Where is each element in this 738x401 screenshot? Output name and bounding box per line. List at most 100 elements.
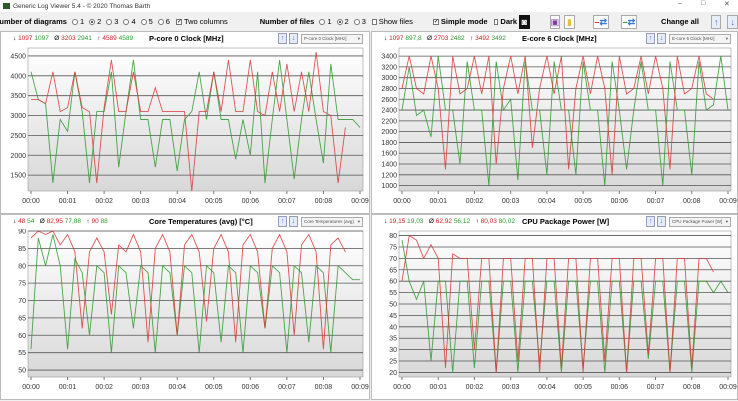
max-file2: 4589 <box>118 35 134 42</box>
save-button[interactable]: ▣ <box>549 14 561 29</box>
x-tick-label: 00:06 <box>611 198 629 205</box>
x-tick-label: 00:06 <box>242 384 260 391</box>
panel-select-value: Core Temperatures (avg) <box>304 219 354 224</box>
simple-mode-checkbox[interactable]: ✓ <box>432 18 439 25</box>
diagrams-radio-5[interactable] <box>140 19 147 25</box>
x-tick-label: 00:00 <box>22 384 40 391</box>
minimize-button[interactable]: – <box>678 0 682 7</box>
avg-file1: 3203 <box>61 35 76 42</box>
arrow-up-icon: ↑ <box>713 16 719 27</box>
x-tick-label: 00:03 <box>132 198 150 205</box>
maximize-button[interactable]: □ <box>701 0 706 7</box>
files-radio-3[interactable] <box>353 19 360 25</box>
y-tick-label: 85 <box>18 246 26 253</box>
panel-stats: ↓ 19,15 19,03 Ø 62,92 56,12 ↑ 80,03 80,0… <box>384 218 515 225</box>
y-tick-label: 2200 <box>381 118 397 125</box>
title-bar: Generic Log Viewer 5.4 - © 2020 Thomas B… <box>0 0 738 12</box>
y-tick-label: 55 <box>389 290 397 297</box>
swap-red-button[interactable]: –⇄ <box>592 14 609 29</box>
panel-channel-select[interactable]: P-core 0 Clock [MHz] ▾ <box>301 34 363 44</box>
panel-up-button[interactable]: ↑ <box>646 33 655 44</box>
diagrams-radio-1[interactable] <box>71 19 78 25</box>
y-tick-label: 1400 <box>381 162 397 169</box>
diagrams-radio-4[interactable] <box>123 19 130 25</box>
change-all-up-button[interactable]: ↑ <box>710 14 722 29</box>
panel-title: P-core 0 Clock [MHz] <box>149 34 224 43</box>
y-tick-label: 50 <box>18 368 26 375</box>
change-all-down-button[interactable]: ↓ <box>727 14 738 29</box>
y-tick-label: 3500 <box>10 93 26 100</box>
y-tick-label: 3400 <box>381 54 397 61</box>
panel-down-button[interactable]: ↓ <box>289 216 298 227</box>
chevron-down-icon: ▾ <box>357 219 360 224</box>
max-file1: 80,03 <box>480 218 497 225</box>
x-tick-label: 00:01 <box>59 198 77 205</box>
panel-down-button[interactable]: ↓ <box>657 216 666 227</box>
panel-down-button[interactable]: ↓ <box>657 33 666 44</box>
x-tick-label: 00:05 <box>574 384 592 391</box>
files-radio-2[interactable] <box>336 19 343 25</box>
chart-panel: ↓ 19,15 19,03 Ø 62,92 56,12 ↑ 80,03 80,0… <box>371 214 738 400</box>
x-tick-label: 00:03 <box>502 384 520 391</box>
y-tick-label: 60 <box>18 333 26 340</box>
diagrams-option-label: 3 <box>114 17 119 26</box>
y-tick-label: 3000 <box>381 75 397 82</box>
series-file2-line <box>401 240 729 373</box>
series-file2-line <box>30 59 361 184</box>
panel-down-button[interactable]: ↓ <box>289 33 298 44</box>
panel-header: ↓ 19,15 19,03 Ø 62,92 56,12 ↑ 80,03 80,0… <box>372 215 737 229</box>
y-tick-label: 40 <box>389 324 397 331</box>
y-tick-label: 50 <box>389 302 397 309</box>
camera-icon: ◙ <box>521 16 528 27</box>
screenshot-button[interactable]: ◙ <box>519 14 530 29</box>
panel-up-button[interactable]: ↑ <box>646 216 655 227</box>
panel-stats: ↓ 1097 897,8 Ø 2703 2482 ↑ 3492 3492 <box>384 35 506 42</box>
panel-channel-select[interactable]: CPU Package Power [W] ▾ <box>669 217 731 227</box>
panel-up-button[interactable]: ↑ <box>278 33 287 44</box>
show-files-checkbox[interactable] <box>371 18 377 25</box>
diagrams-option-label: 2 <box>97 17 102 26</box>
y-tick-label: 75 <box>18 281 26 288</box>
panel-channel-select[interactable]: E-core 6 Clock [MHz] ▾ <box>669 34 731 44</box>
panel-select-value: P-core 0 Clock [MHz] <box>304 36 347 41</box>
x-tick-label: 00:09 <box>719 384 737 391</box>
y-tick-label: 65 <box>389 267 397 274</box>
x-tick-label: 00:04 <box>168 384 186 391</box>
dark-checkbox[interactable] <box>493 18 499 25</box>
y-tick-label: 20 <box>389 370 397 377</box>
max-file1: 90 <box>91 218 99 225</box>
min-file2: 54 <box>27 218 35 225</box>
diagrams-option-label: 6 <box>165 17 170 26</box>
diagrams-radio-3[interactable] <box>106 19 113 25</box>
diagrams-radio-2[interactable] <box>89 19 96 25</box>
x-tick-label: 00:04 <box>168 198 186 205</box>
panel-up-button[interactable]: ↑ <box>278 216 287 227</box>
min-file1: 48 <box>18 218 26 225</box>
y-tick-label: 80 <box>18 263 26 270</box>
files-option-label: 2 <box>344 17 349 26</box>
open-button[interactable]: ▮ <box>564 14 575 29</box>
change-all-label: Change all <box>661 17 699 26</box>
chevron-down-icon: ▾ <box>357 36 360 41</box>
swap-green-button[interactable]: –⇄ <box>620 14 638 29</box>
y-tick-label: 1000 <box>381 183 397 190</box>
diagrams-option-label: 1 <box>79 17 85 26</box>
max-file2: 3492 <box>491 35 506 42</box>
min-file1: 1097 <box>389 35 404 42</box>
close-button[interactable]: ✕ <box>724 1 730 8</box>
plot-area <box>27 47 364 192</box>
x-tick-label: 00:08 <box>315 384 333 391</box>
two-columns-checkbox[interactable]: ✓ <box>175 18 182 25</box>
panel-channel-select[interactable]: Core Temperatures (avg) ▾ <box>301 217 363 227</box>
dark-label: Dark <box>500 17 518 26</box>
arrow-down-icon: ↓ <box>730 16 735 27</box>
panel-header: ↓ 1097 897,8 Ø 2703 2482 ↑ 3492 3492 E-c… <box>372 32 737 46</box>
y-tick-label: 2800 <box>381 86 397 93</box>
files-radio-1[interactable] <box>319 19 326 25</box>
y-tick-label: 70 <box>18 298 26 305</box>
panel-title: E-core 6 Clock [MHz] <box>522 34 597 43</box>
diagrams-radio-6[interactable] <box>157 19 164 25</box>
min-file2: 1097 <box>34 35 49 42</box>
y-tick-label: 2500 <box>10 133 26 140</box>
